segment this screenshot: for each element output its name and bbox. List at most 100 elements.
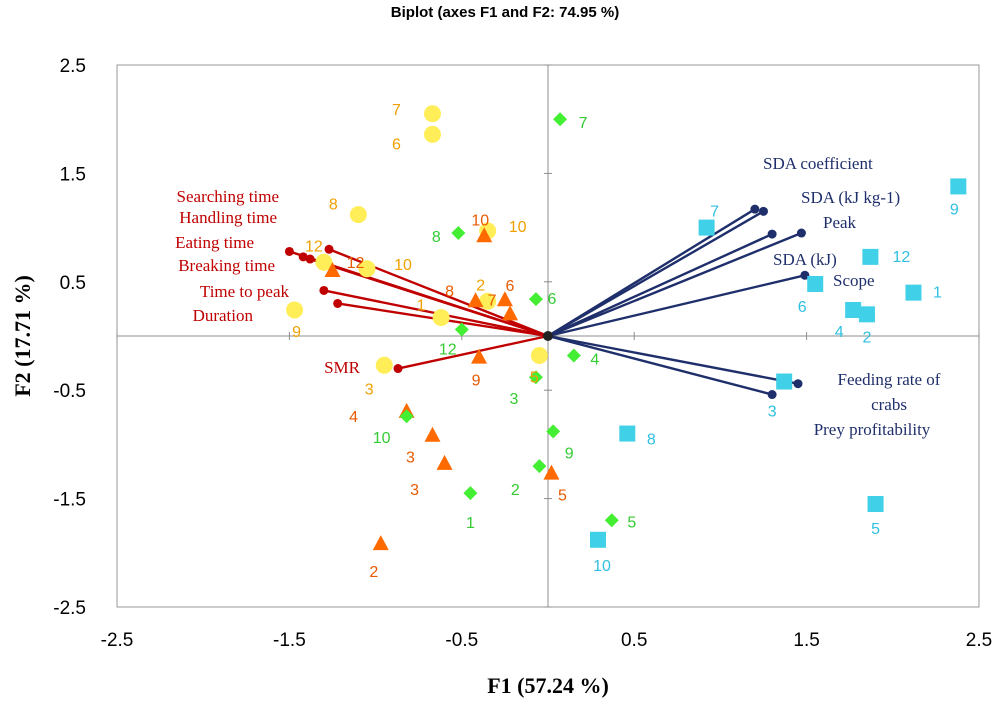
- point-label: 10: [471, 212, 489, 229]
- cyan-square-point: [862, 248, 879, 265]
- loading-vector-tip: [298, 252, 308, 262]
- loading-vector-tip: [324, 244, 334, 254]
- green-diamond-point: [463, 486, 478, 501]
- green-diamond-point: [532, 459, 547, 474]
- y-axis-title: F2 (17.71 %): [10, 275, 35, 397]
- green-diamond-point: [566, 348, 581, 363]
- x-tick-label: -2.5: [101, 630, 134, 651]
- point-label: 8: [432, 229, 441, 246]
- point-label: 2: [369, 564, 378, 581]
- point-label: 1: [933, 285, 942, 302]
- point-label: 8: [647, 432, 656, 449]
- point-label: 6: [505, 278, 514, 295]
- green-diamond-point: [454, 322, 469, 337]
- point-label: 3: [410, 482, 419, 499]
- point-label: 9: [565, 445, 574, 462]
- variable-label: Peak: [823, 213, 857, 232]
- variable-label: Time to peak: [200, 282, 290, 301]
- point-label: 12: [892, 249, 910, 266]
- cyan-square-point: [807, 275, 824, 292]
- loading-vector: [547, 231, 802, 338]
- point-label: 7: [488, 292, 497, 309]
- yellow-circle-point: [432, 309, 450, 327]
- origin-dot: [543, 331, 553, 341]
- loading-vector: [397, 334, 549, 370]
- y-tick-label: -0.5: [53, 381, 86, 402]
- orange-triangle-point: [436, 454, 453, 470]
- chart-title: Biplot (axes F1 and F2: 74.95 %): [391, 4, 619, 21]
- green-diamond-point: [528, 370, 543, 385]
- point-label: 6: [547, 291, 556, 308]
- x-tick-label: -0.5: [445, 630, 478, 651]
- y-tick-label: 2.5: [60, 56, 86, 77]
- variable-label: SDA coefficient: [763, 154, 873, 173]
- point-label: 2: [476, 277, 485, 294]
- point-label: 5: [530, 370, 539, 387]
- loading-vector-tip: [759, 206, 768, 216]
- yellow-circle-point: [315, 253, 333, 271]
- x-tick-label: 1.5: [793, 630, 819, 651]
- yellow-circle-point: [375, 356, 393, 374]
- green-diamond-point: [528, 292, 543, 307]
- x-tick-label: 2.5: [966, 630, 992, 651]
- loading-vector-tip: [793, 379, 803, 389]
- loading-vector: [547, 274, 806, 338]
- variable-label: Duration: [193, 306, 254, 325]
- variable-label: Eating time: [175, 233, 254, 252]
- loading-vector-tip: [767, 229, 777, 239]
- loading-vector-tip: [767, 390, 777, 400]
- yellow-circle-point: [479, 292, 497, 310]
- point-label: 4: [835, 324, 844, 341]
- cyan-square-point: [619, 425, 636, 442]
- cyan-square-point: [776, 373, 793, 390]
- cyan-square-point: [845, 301, 862, 318]
- point-label: 5: [871, 521, 880, 538]
- yellow-circle-point: [423, 105, 441, 123]
- loading-vector: [547, 334, 799, 385]
- loading-vectors: [284, 204, 810, 400]
- loading-vector: [309, 257, 549, 338]
- loading-vector: [547, 334, 773, 396]
- x-axis-title: F1 (57.24 %): [487, 673, 609, 698]
- point-label: 3: [509, 391, 518, 408]
- orange-triangle-point: [471, 348, 488, 364]
- orange-triangle-point: [543, 464, 560, 480]
- cyan-square-point: [867, 496, 884, 513]
- point-label: 12: [439, 341, 457, 358]
- loading-vector-tip: [319, 285, 329, 295]
- variable-label: SDA (kJ kg-1): [801, 188, 900, 207]
- point-label: 3: [406, 450, 415, 467]
- point-label: 12: [347, 255, 365, 272]
- point-label: 2: [862, 329, 871, 346]
- point-label: 3: [768, 404, 777, 421]
- loading-vector-tip: [393, 364, 403, 374]
- green-diamond-point: [399, 409, 414, 424]
- orange-triangle-point: [424, 426, 441, 442]
- cyan-square-point: [950, 178, 967, 195]
- green-diamond-point: [451, 226, 466, 241]
- tick-labels: -2.5 -1.5 -0.5 0.5 1.5 2.5 2.5 1.5 0.5 -0.5 -1.5 -2…: [53, 56, 992, 651]
- yellow-circle-point: [423, 125, 441, 143]
- point-label: 7: [710, 204, 719, 221]
- green-diamond-point: [604, 513, 619, 528]
- loading-vector-tip: [333, 298, 343, 308]
- y-tick-label: -2.5: [53, 598, 86, 619]
- orange-triangle-point: [476, 227, 493, 243]
- point-label: 4: [590, 352, 599, 369]
- variable-labels: Searching time Handling time Eating time Br…: [175, 154, 941, 439]
- point-label: 7: [579, 115, 588, 132]
- yellow-circle-point: [349, 206, 367, 224]
- point-label: 7: [392, 102, 401, 119]
- point-label: 1: [466, 515, 475, 532]
- loading-vector-tip: [750, 204, 760, 214]
- variable-label: Handling time: [179, 208, 277, 227]
- cyan-square-point: [698, 219, 715, 236]
- point-label: 8: [445, 283, 454, 300]
- orange-triangle-point: [502, 305, 519, 321]
- yellow-circle-point: [358, 260, 376, 278]
- variable-label: Scope: [833, 271, 875, 290]
- loading-vector-tip: [305, 254, 315, 264]
